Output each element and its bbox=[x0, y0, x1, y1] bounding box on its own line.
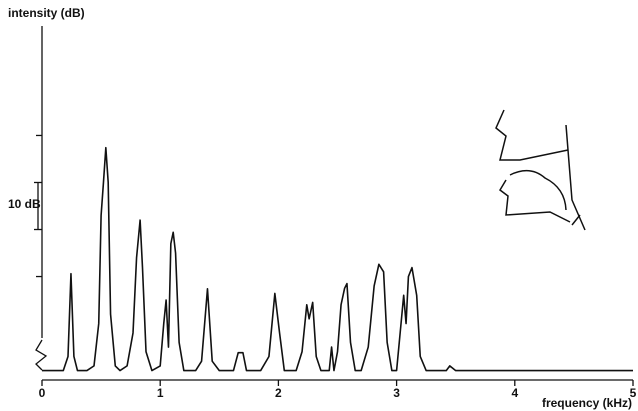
x-tick-label: 3 bbox=[393, 386, 400, 400]
x-tick-label: 5 bbox=[630, 386, 637, 400]
y-axis-label: intensity (dB) bbox=[8, 6, 85, 20]
x-tick-label: 2 bbox=[275, 386, 282, 400]
spectrum-line bbox=[42, 146, 633, 372]
vocal-tract-illustration bbox=[495, 109, 586, 231]
x-tick-label: 0 bbox=[39, 386, 46, 400]
x-axis-label: frequency (kHz) bbox=[542, 396, 632, 410]
x-tick-label: 4 bbox=[511, 386, 518, 400]
axis-break bbox=[35, 339, 48, 371]
x-tick-label: 1 bbox=[157, 386, 164, 400]
scale-bar-label: 10 dB bbox=[8, 197, 41, 211]
